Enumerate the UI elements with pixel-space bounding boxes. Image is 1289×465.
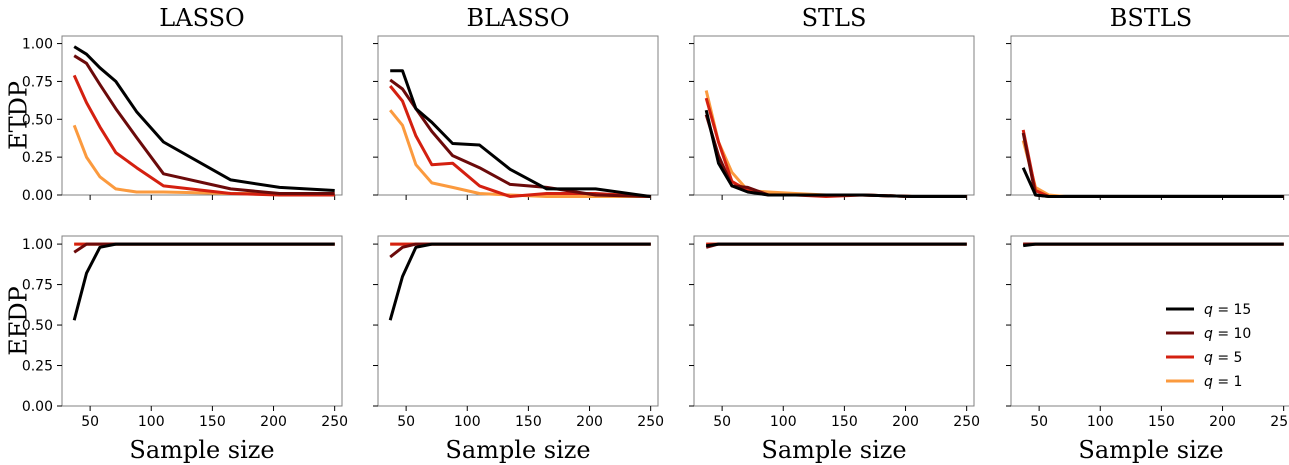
- series-line-q1-r0-c1: [389, 109, 651, 198]
- y-axis-label-efdp: EFDP: [5, 286, 33, 356]
- column-title-bstls: BSTLS: [1110, 4, 1192, 32]
- x-tick-label: 50: [81, 414, 99, 430]
- x-tick-label: 250: [1270, 414, 1289, 430]
- legend-label: q = 1: [1204, 374, 1242, 390]
- x-axis-label: Sample size: [129, 436, 274, 464]
- y-tick-label: 0.00: [22, 399, 53, 415]
- y-tick-label: 0.50: [22, 318, 53, 334]
- series-line-q10-r0-c1: [389, 78, 651, 198]
- x-tick-label: 200: [576, 414, 603, 430]
- x-tick-label: 250: [637, 414, 664, 430]
- x-tick-label: 250: [953, 414, 980, 430]
- legend-label: q = 15: [1204, 302, 1251, 318]
- panel-frame-r1-c0: [61, 235, 343, 407]
- column-title-stls: STLS: [802, 4, 867, 32]
- x-axis-label: Sample size: [1078, 436, 1223, 464]
- series-line-q15-r1-c1: [388, 242, 651, 321]
- series-line-q1-r0-c2: [704, 90, 967, 198]
- y-axis-label-etdp: ETDP: [5, 81, 33, 150]
- x-tick-label: 100: [1087, 414, 1114, 430]
- panel-frame-r1-c2: [693, 235, 975, 407]
- x-tick-label: 150: [515, 414, 542, 430]
- y-tick-label: 1.00: [22, 37, 53, 53]
- legend-label-var: q: [1204, 326, 1213, 342]
- series-line-q15-r0-c2: [704, 109, 967, 198]
- y-tick-label: 0.50: [22, 112, 53, 128]
- x-tick-label: 200: [260, 414, 287, 430]
- series-line-q15-r0-c0: [73, 45, 335, 192]
- x-tick-label: 100: [770, 414, 797, 430]
- x-tick-label: 200: [892, 414, 919, 430]
- x-tick-label: 200: [1209, 414, 1236, 430]
- series-line-q10-r0-c0: [73, 54, 335, 195]
- series-line-q15-r1-c3: [1023, 242, 1284, 248]
- y-tick-label: 0.00: [22, 188, 53, 204]
- series-line-q5-r0-c2: [704, 97, 967, 198]
- x-tick-label: 150: [831, 414, 858, 430]
- x-tick-label: 150: [1148, 414, 1175, 430]
- legend-label-value: = 10: [1213, 326, 1251, 342]
- legend-label: q = 5: [1204, 350, 1242, 366]
- series-line-q15-r1-c2: [706, 242, 967, 248]
- legend-label-var: q: [1204, 302, 1213, 318]
- legend-label: q = 10: [1204, 326, 1251, 342]
- y-tick-label: 1.00: [22, 237, 53, 253]
- series-line-q10-r0-c3: [1021, 132, 1284, 198]
- series-line-q15-r0-c3: [1021, 167, 1284, 198]
- y-tick-label: 0.75: [22, 278, 53, 294]
- x-axis-label: Sample size: [445, 436, 590, 464]
- column-title-lasso: LASSO: [159, 4, 244, 32]
- x-tick-label: 250: [321, 414, 348, 430]
- x-axis-label: Sample size: [761, 436, 906, 464]
- panel-frame-r1-c3: [1010, 235, 1289, 407]
- x-tick-label: 50: [1030, 414, 1048, 430]
- legend-label-var: q: [1204, 374, 1213, 390]
- legend-label-value: = 15: [1213, 302, 1251, 318]
- panel-frame-r0-c3: [1010, 35, 1289, 196]
- legend-label-value: = 1: [1213, 374, 1243, 390]
- series-line-q5-r0-c3: [1021, 129, 1284, 198]
- series-line-q5-r0-c0: [72, 74, 335, 197]
- x-tick-label: 50: [397, 414, 415, 430]
- x-tick-label: 100: [138, 414, 165, 430]
- series-line-q10-r0-c2: [704, 114, 967, 198]
- series-line-q15-r1-c0: [72, 242, 335, 321]
- legend-label-value: = 5: [1213, 350, 1243, 366]
- y-tick-label: 0.75: [22, 74, 53, 90]
- x-tick-label: 100: [454, 414, 481, 430]
- column-title-blasso: BLASSO: [466, 4, 569, 32]
- panel-frame-r0-c2: [693, 35, 975, 196]
- series-line-q1-r0-c3: [1021, 140, 1284, 198]
- series-line-q1-r0-c0: [72, 124, 335, 197]
- panel-frame-r0-c0: [61, 35, 343, 196]
- panel-frame-r1-c1: [377, 235, 659, 407]
- y-tick-label: 0.25: [22, 150, 53, 166]
- series-line-q5-r0-c1: [389, 85, 651, 198]
- x-tick-label: 150: [199, 414, 226, 430]
- legend-label-var: q: [1204, 350, 1213, 366]
- series-line-q15-r0-c1: [390, 69, 651, 198]
- x-tick-label: 50: [713, 414, 731, 430]
- y-tick-label: 0.25: [22, 359, 53, 375]
